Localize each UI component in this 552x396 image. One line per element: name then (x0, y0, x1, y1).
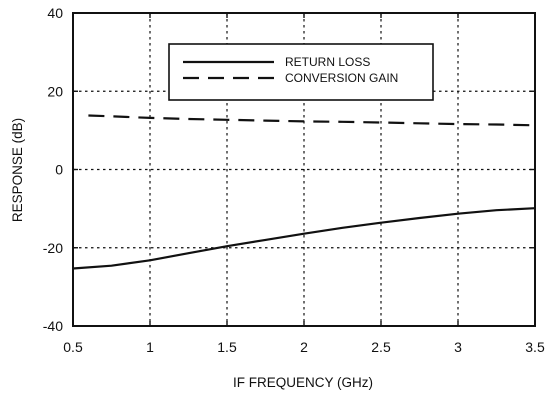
y-tick-label: 40 (47, 5, 63, 21)
conversion-gain-line (88, 114, 536, 127)
x-tick-label: 2 (300, 339, 308, 355)
y-tick-label: -40 (43, 318, 63, 334)
x-tick-label: 3 (454, 339, 462, 355)
x-tick-label: 2.5 (371, 339, 391, 355)
series-lines (72, 114, 536, 270)
y-tick-label: 20 (47, 83, 63, 99)
x-tick-label: 3.5 (525, 339, 545, 355)
x-tick-label: 1.5 (217, 339, 237, 355)
legend: RETURN LOSS CONVERSION GAIN (168, 43, 434, 101)
x-axis-label: IF FREQUENCY (GHz) (233, 375, 373, 390)
x-tick-label: 1 (146, 339, 154, 355)
x-tick-label: 0.5 (63, 339, 83, 355)
y-axis-label: RESPONSE (dB) (10, 118, 25, 222)
return-loss-line (72, 207, 536, 270)
legend-label-conversion-gain: CONVERSION GAIN (285, 71, 398, 85)
y-tick-label: -20 (43, 240, 63, 256)
y-tick-label: 0 (55, 162, 63, 178)
legend-label-return-loss: RETURN LOSS (285, 55, 370, 69)
grid-lines (73, 13, 535, 326)
legend-box (168, 43, 434, 101)
axis-ticks: 0.5 1 1.5 2 2.5 3 3.5 -40 -20 0 20 40 (43, 5, 545, 355)
